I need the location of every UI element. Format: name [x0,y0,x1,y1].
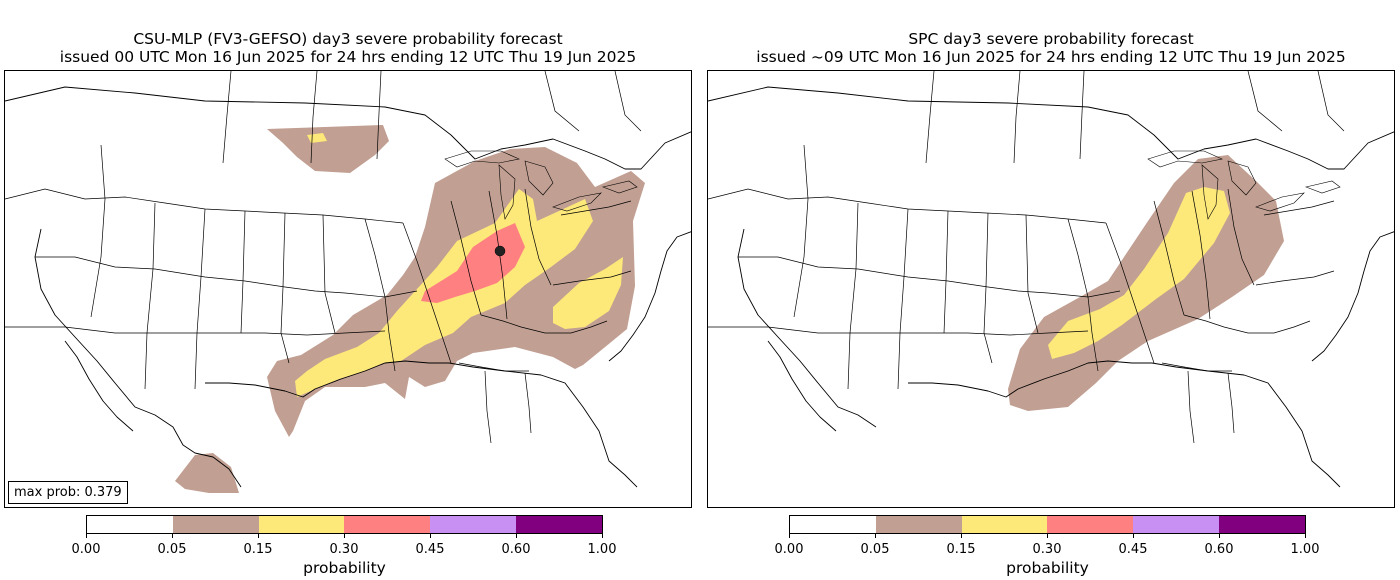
tick-label: 0.30 [329,542,359,557]
cb-seg-5 [1219,516,1305,533]
tick-label: 0.60 [1204,542,1234,557]
tick-mark [430,534,431,538]
great-lakes [1147,150,1341,220]
cb-seg-0 [790,516,876,533]
csu-mlp-panel: CSU-MLP (FV3-GEFSO) day3 severe probabil… [4,30,692,577]
tick-label: 1.00 [1290,542,1320,557]
prob-fill-15 [1048,187,1230,359]
tick-label: 0.05 [860,542,890,557]
tick-mark [1133,534,1134,538]
right-title-line1: SPC day3 severe probability forecast [908,30,1194,48]
left-title-line1: CSU-MLP (FV3-GEFSO) day3 severe probabil… [133,30,563,48]
prob-fill-30 [421,223,525,303]
state-borders [708,71,1345,444]
tick-mark [789,534,790,538]
tick-label: 0.15 [243,542,273,557]
cb-seg-2 [961,516,1048,533]
tick-mark [258,534,259,538]
tick-mark [875,534,876,538]
country-borders [5,86,691,488]
tick-label: 0.30 [1032,542,1062,557]
state-borders [5,71,642,444]
max-prob-marker [494,245,506,257]
left-colorbar [86,515,603,534]
spc-map [707,70,1395,508]
tick-mark [1305,534,1306,538]
csu-mlp-map: max prob: 0.379 [4,70,692,508]
spc-panel: SPC day3 severe probability forecast iss… [703,0,1400,580]
tick-mark [86,534,87,538]
cb-seg-5 [516,516,602,533]
country-borders [708,86,1394,488]
cb-seg-2 [258,516,345,533]
max-prob-box: max prob: 0.379 [8,481,128,504]
tick-mark [1219,534,1220,538]
cb-seg-3 [344,516,431,533]
tick-mark [961,534,962,538]
tick-mark [602,534,603,538]
left-title-line2: issued 00 UTC Mon 16 Jun 2025 for 24 hrs… [59,48,637,66]
tick-label: 0.45 [415,542,445,557]
tick-mark [344,534,345,538]
cb-seg-4 [430,516,517,533]
tick-mark [172,534,173,538]
cb-seg-1 [875,516,962,533]
right-colorbar [789,515,1306,534]
tick-mark [1047,534,1048,538]
right-colorbar-ticks [789,534,1306,544]
tick-mark [516,534,517,538]
left-colorbar-label: probability [303,559,386,577]
cb-seg-1 [172,516,259,533]
tick-label: 0.00 [71,542,101,557]
tick-label: 0.60 [501,542,531,557]
tick-label: 1.00 [587,542,617,557]
cb-seg-4 [1133,516,1220,533]
right-title-line2: issued ~09 UTC Mon 16 Jun 2025 for 24 hr… [756,48,1346,66]
tick-label: 0.15 [946,542,976,557]
tick-label: 0.00 [774,542,804,557]
tick-label: 0.05 [157,542,187,557]
left-colorbar-ticks [86,534,603,544]
cb-seg-3 [1047,516,1134,533]
great-lakes [444,150,638,220]
cb-seg-0 [87,516,173,533]
right-colorbar-label: probability [1006,559,1089,577]
tick-label: 0.45 [1118,542,1148,557]
